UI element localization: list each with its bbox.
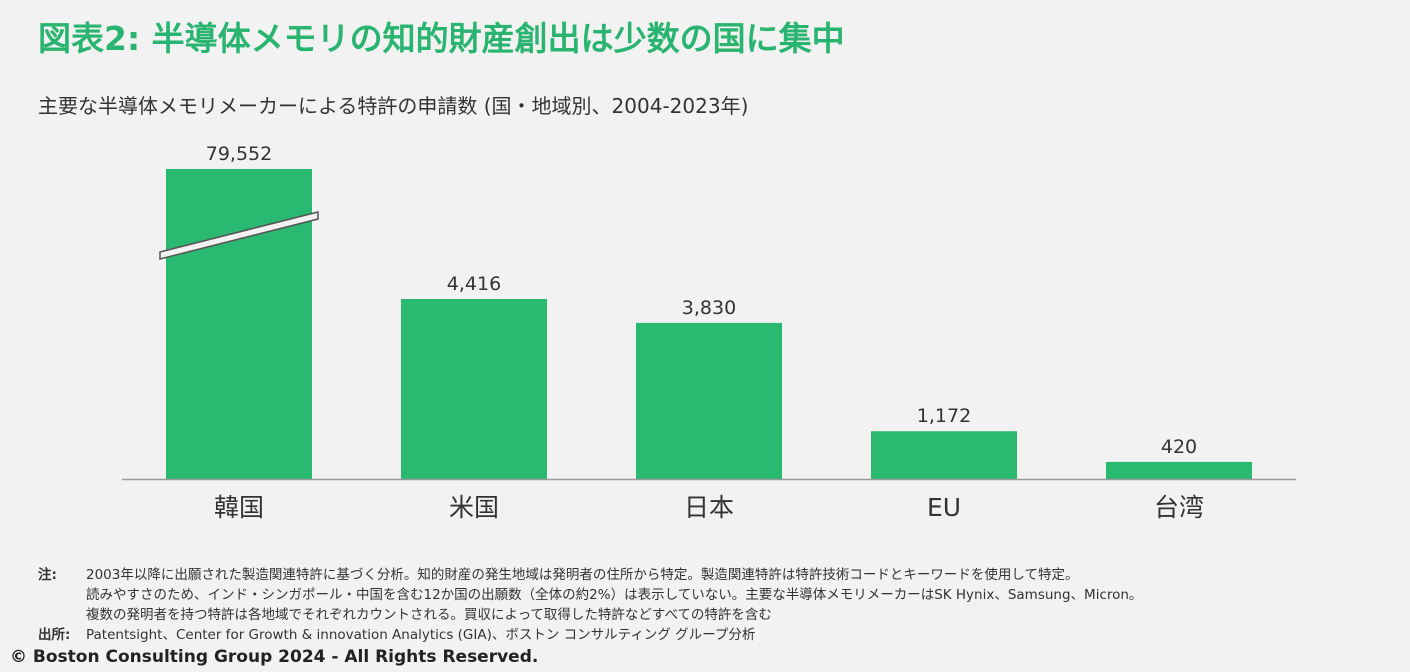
bar [871, 431, 1017, 479]
source-label: 出所: [38, 627, 71, 643]
chart-notes: 注: 2003年以降に出願された製造関連特許に基づく分析。知的財産の発生地域は発… [38, 565, 1142, 645]
bar-chart: 79,552 韓国 4,416 米国 3,830 日本 1,172 EU 420 台湾 [122, 143, 1296, 522]
note-line: 2003年以降に出願された製造関連特許に基づく分析。知的財産の発生地域は発明者の… [86, 567, 1079, 583]
bar [1106, 461, 1252, 479]
chart-subtitle: 主要な半導体メモリメーカーによる特許の申請数 (国・地域別、2004-2023年… [38, 94, 749, 118]
category-label: 台湾 [1154, 493, 1204, 522]
data-label: 420 [1161, 436, 1197, 458]
axis-break-marker [159, 211, 319, 260]
category-label: 米国 [449, 493, 499, 522]
source-text: Patentsight、Center for Growth & innovati… [86, 627, 756, 643]
note-line: 読みやすさのため、インド・シンガポール・中国を含む12か国の出願数（全体の約2%… [86, 587, 1143, 603]
bar [166, 169, 312, 479]
copyright: © Boston Consulting Group 2024 - All Rig… [10, 647, 539, 667]
category-label: EU [927, 493, 961, 522]
category-label: 日本 [684, 493, 734, 522]
data-label: 4,416 [447, 273, 501, 295]
bar [636, 322, 782, 479]
data-label: 1,172 [917, 405, 971, 427]
note-line: 複数の発明者を持つ特許は各地域でそれぞれカウントされる。買収によって取得した特許… [86, 607, 772, 623]
page-title: 図表2: 半導体メモリの知的財産創出は少数の国に集中 [38, 19, 845, 58]
bar [401, 299, 547, 479]
category-label: 韓国 [214, 493, 264, 522]
data-label: 79,552 [206, 143, 272, 165]
note-label: 注: [38, 567, 57, 583]
data-label: 3,830 [682, 297, 736, 319]
